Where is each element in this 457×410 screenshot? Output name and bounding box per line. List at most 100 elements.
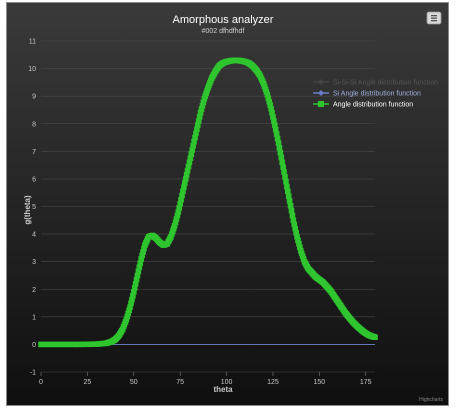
data-point[interactable] [133, 276, 140, 283]
data-point[interactable] [70, 341, 77, 348]
data-point[interactable] [126, 307, 132, 314]
data-point[interactable] [294, 234, 300, 240]
data-point[interactable] [182, 180, 188, 186]
data-point[interactable] [138, 256, 144, 262]
data-point[interactable] [184, 167, 191, 174]
data-point[interactable] [186, 159, 193, 166]
data-point[interactable] [285, 193, 292, 199]
data-point[interactable] [199, 103, 206, 109]
data-point[interactable] [194, 122, 201, 128]
credits-label[interactable]: Highcharts [419, 397, 443, 403]
data-point[interactable] [123, 316, 130, 323]
data-point[interactable] [196, 114, 203, 120]
data-point[interactable] [79, 341, 86, 348]
data-point[interactable] [56, 341, 63, 348]
data-point[interactable] [61, 341, 67, 348]
data-point[interactable] [264, 91, 271, 98]
data-point[interactable] [284, 183, 290, 190]
data-point[interactable] [273, 131, 280, 137]
data-point[interactable] [287, 203, 294, 209]
data-point[interactable] [291, 221, 298, 228]
data-point[interactable] [182, 176, 189, 182]
data-point[interactable] [288, 207, 295, 214]
data-point[interactable] [128, 300, 134, 307]
data-point[interactable] [281, 169, 287, 175]
data-point[interactable] [47, 341, 54, 348]
data-point[interactable] [181, 184, 187, 190]
data-point[interactable] [136, 264, 143, 270]
data-point[interactable] [175, 209, 182, 215]
data-point[interactable] [190, 143, 196, 149]
data-point[interactable] [193, 130, 199, 137]
data-point[interactable] [284, 188, 291, 195]
data-point[interactable] [38, 341, 44, 348]
data-point[interactable] [177, 200, 183, 207]
data-point[interactable] [274, 135, 281, 142]
data-point[interactable] [89, 341, 95, 348]
data-point[interactable] [192, 134, 198, 141]
data-point[interactable] [127, 304, 133, 310]
data-point[interactable] [132, 280, 139, 287]
data-point[interactable] [176, 205, 183, 211]
data-point[interactable] [197, 109, 204, 116]
data-point[interactable] [286, 198, 293, 204]
data-point[interactable] [52, 341, 58, 348]
data-point[interactable] [125, 310, 132, 317]
data-point[interactable] [266, 98, 273, 105]
data-point[interactable] [137, 260, 144, 266]
data-point[interactable] [179, 192, 185, 199]
export-button[interactable] [426, 11, 442, 25]
data-point[interactable] [280, 164, 286, 170]
legend[interactable]: Si-Si-Si Angle distribution function Si A… [313, 79, 438, 109]
legend-item[interactable]: Si Angle distribution function [313, 90, 421, 98]
data-point[interactable] [195, 118, 202, 124]
data-point[interactable] [185, 163, 192, 170]
data-point[interactable] [187, 155, 194, 162]
data-point[interactable] [173, 216, 180, 222]
data-point[interactable] [84, 341, 91, 348]
data-point[interactable] [272, 122, 278, 128]
data-point[interactable] [279, 159, 286, 166]
data-point[interactable] [135, 268, 142, 275]
data-point[interactable] [276, 145, 283, 151]
data-point[interactable] [130, 289, 137, 295]
data-point[interactable] [191, 138, 197, 145]
data-point[interactable] [270, 114, 276, 120]
data-point[interactable] [194, 126, 200, 133]
data-point[interactable] [282, 174, 288, 180]
data-point[interactable] [174, 212, 181, 219]
data-point[interactable] [297, 244, 303, 250]
data-point[interactable] [189, 147, 196, 153]
data-point[interactable] [171, 223, 178, 229]
data-point[interactable] [268, 105, 274, 112]
data-point[interactable] [265, 95, 272, 102]
data-point[interactable] [292, 225, 299, 232]
data-point[interactable] [272, 126, 279, 133]
data-point[interactable] [140, 249, 146, 255]
data-point[interactable] [277, 149, 284, 156]
data-point[interactable] [296, 240, 302, 247]
data-point[interactable] [188, 151, 195, 157]
data-point[interactable] [183, 171, 190, 178]
data-point[interactable] [269, 109, 275, 116]
data-point[interactable] [283, 178, 289, 185]
data-point[interactable] [198, 106, 205, 113]
data-point[interactable] [278, 154, 285, 161]
data-point[interactable] [293, 229, 299, 236]
data-point[interactable] [131, 285, 138, 291]
data-point[interactable] [289, 212, 296, 219]
data-point[interactable] [172, 219, 179, 226]
data-point[interactable] [42, 341, 49, 348]
data-point[interactable] [180, 188, 186, 195]
data-point[interactable] [372, 334, 378, 341]
data-point[interactable] [134, 272, 141, 279]
data-point[interactable] [130, 293, 136, 299]
data-point[interactable] [66, 341, 72, 348]
data-point[interactable] [124, 313, 131, 320]
data-point[interactable] [200, 99, 207, 106]
data-point[interactable] [267, 102, 273, 108]
data-point[interactable] [178, 196, 184, 203]
data-point[interactable] [141, 245, 147, 252]
data-point[interactable] [295, 237, 301, 244]
legend-item[interactable]: Si-Si-Si Angle distribution function [313, 79, 438, 87]
